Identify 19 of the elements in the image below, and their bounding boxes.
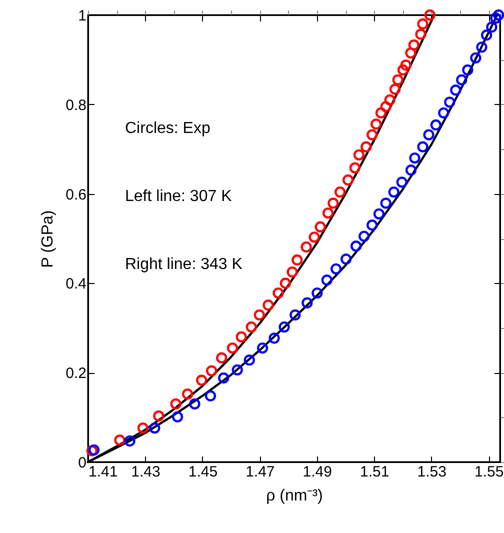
y-tick-label: 0.6 xyxy=(66,186,86,204)
y-tick-label: 0 xyxy=(78,454,86,472)
annotation: Left line: 307 K xyxy=(125,188,232,205)
x-tick-label: 1.55 xyxy=(474,464,504,480)
annotation: Right line: 343 K xyxy=(125,256,243,273)
y-tick-label: 0.2 xyxy=(66,365,86,382)
y-axis-title: P (GPa) xyxy=(40,210,57,268)
x-tick-label: 1.53 xyxy=(417,464,446,480)
x-tick-label: 1.45 xyxy=(188,464,218,480)
x-tick-label: 1.49 xyxy=(302,464,332,480)
x-tick-label: 1.51 xyxy=(360,464,390,480)
annotation: Circles: Exp xyxy=(125,120,210,137)
x-tick-label: 1.41 xyxy=(88,464,118,480)
x-axis-title: ρ (nm⁻³) xyxy=(266,488,323,504)
y-tick-label: 0.8 xyxy=(66,96,86,114)
x-tick-label: 1.43 xyxy=(131,464,160,480)
y-tick-label: 1 xyxy=(78,8,86,24)
y-tick-label: 0.4 xyxy=(66,276,86,293)
x-tick-label: 1.47 xyxy=(246,464,275,480)
